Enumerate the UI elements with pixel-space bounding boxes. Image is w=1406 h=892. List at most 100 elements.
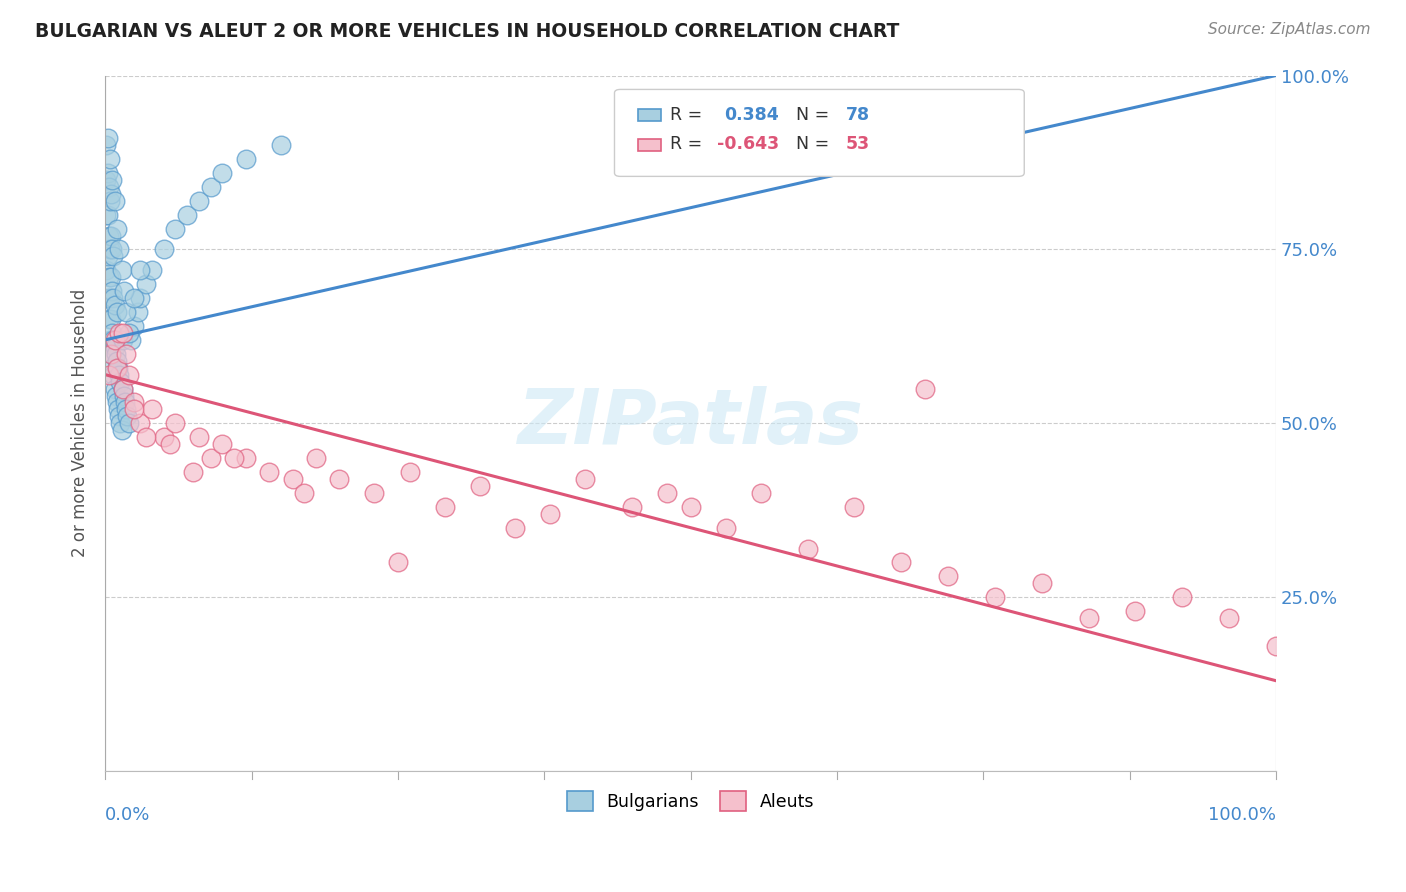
Point <box>96 138 118 153</box>
Text: 78: 78 <box>846 105 870 124</box>
Text: N =: N = <box>785 105 835 124</box>
Point <box>200 179 222 194</box>
Text: ZIPatlas: ZIPatlas <box>517 386 863 460</box>
Bar <box>638 139 661 152</box>
Point <box>936 569 959 583</box>
Point <box>103 368 125 382</box>
Point <box>105 395 128 409</box>
Point <box>124 291 146 305</box>
Point <box>100 228 122 243</box>
Point <box>101 326 124 340</box>
Point <box>110 263 132 277</box>
Point <box>281 472 304 486</box>
Point <box>101 360 124 375</box>
Text: N =: N = <box>785 136 835 153</box>
Point <box>1077 611 1099 625</box>
Point <box>104 347 127 361</box>
Point <box>104 388 127 402</box>
Point <box>107 402 129 417</box>
Point <box>108 326 131 340</box>
Legend: Bulgarians, Aleuts: Bulgarians, Aleuts <box>560 784 821 818</box>
Point <box>1031 576 1053 591</box>
Point <box>100 347 122 361</box>
Point <box>679 500 702 514</box>
Text: Source: ZipAtlas.com: Source: ZipAtlas.com <box>1208 22 1371 37</box>
Point <box>181 465 204 479</box>
Point <box>152 243 174 257</box>
Text: R =: R = <box>671 105 714 124</box>
Point <box>235 152 257 166</box>
Point <box>135 277 157 292</box>
Point <box>96 131 118 145</box>
Point <box>292 486 315 500</box>
Point <box>114 395 136 409</box>
Point <box>135 430 157 444</box>
Point <box>398 465 420 479</box>
Point <box>96 263 118 277</box>
Point <box>129 417 152 431</box>
Point <box>363 486 385 500</box>
Point <box>96 291 118 305</box>
Point <box>105 221 128 235</box>
Point <box>110 375 132 389</box>
Point <box>98 194 121 208</box>
Point <box>108 409 131 424</box>
Point <box>96 249 118 263</box>
Point <box>105 353 128 368</box>
Point <box>103 249 125 263</box>
Point <box>176 208 198 222</box>
Point <box>538 507 561 521</box>
Point <box>100 270 122 285</box>
Point <box>96 208 118 222</box>
Point <box>433 500 456 514</box>
Point <box>101 243 124 257</box>
Point <box>187 194 209 208</box>
Point <box>98 333 121 347</box>
Point <box>100 312 122 326</box>
Point <box>187 430 209 444</box>
Point <box>844 500 866 514</box>
Point <box>621 500 644 514</box>
Point <box>796 541 818 556</box>
Point <box>97 368 120 382</box>
Point <box>111 382 134 396</box>
Point <box>574 472 596 486</box>
Point <box>103 382 125 396</box>
Point <box>1171 591 1194 605</box>
Point <box>107 360 129 375</box>
Point <box>112 388 135 402</box>
Point <box>108 243 131 257</box>
Point <box>257 465 280 479</box>
Point <box>117 409 139 424</box>
Point <box>1265 639 1288 653</box>
Point <box>468 479 491 493</box>
Point <box>165 221 187 235</box>
Point <box>97 228 120 243</box>
Point <box>96 208 118 222</box>
Point <box>115 305 138 319</box>
Point <box>984 591 1007 605</box>
Point <box>103 333 125 347</box>
Point <box>117 326 139 340</box>
Point <box>100 347 122 361</box>
Point <box>1125 604 1147 618</box>
Point <box>124 395 146 409</box>
Point <box>110 417 132 431</box>
Point <box>101 173 124 187</box>
Point <box>98 291 121 305</box>
Point <box>796 124 818 138</box>
Point <box>200 451 222 466</box>
Point <box>115 347 138 361</box>
Point <box>387 556 409 570</box>
Point <box>235 451 257 466</box>
Point <box>211 166 233 180</box>
Point <box>127 305 149 319</box>
Point <box>111 382 134 396</box>
Point <box>749 486 772 500</box>
Point <box>270 138 292 153</box>
Text: BULGARIAN VS ALEUT 2 OR MORE VEHICLES IN HOUSEHOLD CORRELATION CHART: BULGARIAN VS ALEUT 2 OR MORE VEHICLES IN… <box>35 22 900 41</box>
Point <box>222 451 245 466</box>
Point <box>103 291 125 305</box>
Point <box>1218 611 1240 625</box>
Point <box>129 263 152 277</box>
